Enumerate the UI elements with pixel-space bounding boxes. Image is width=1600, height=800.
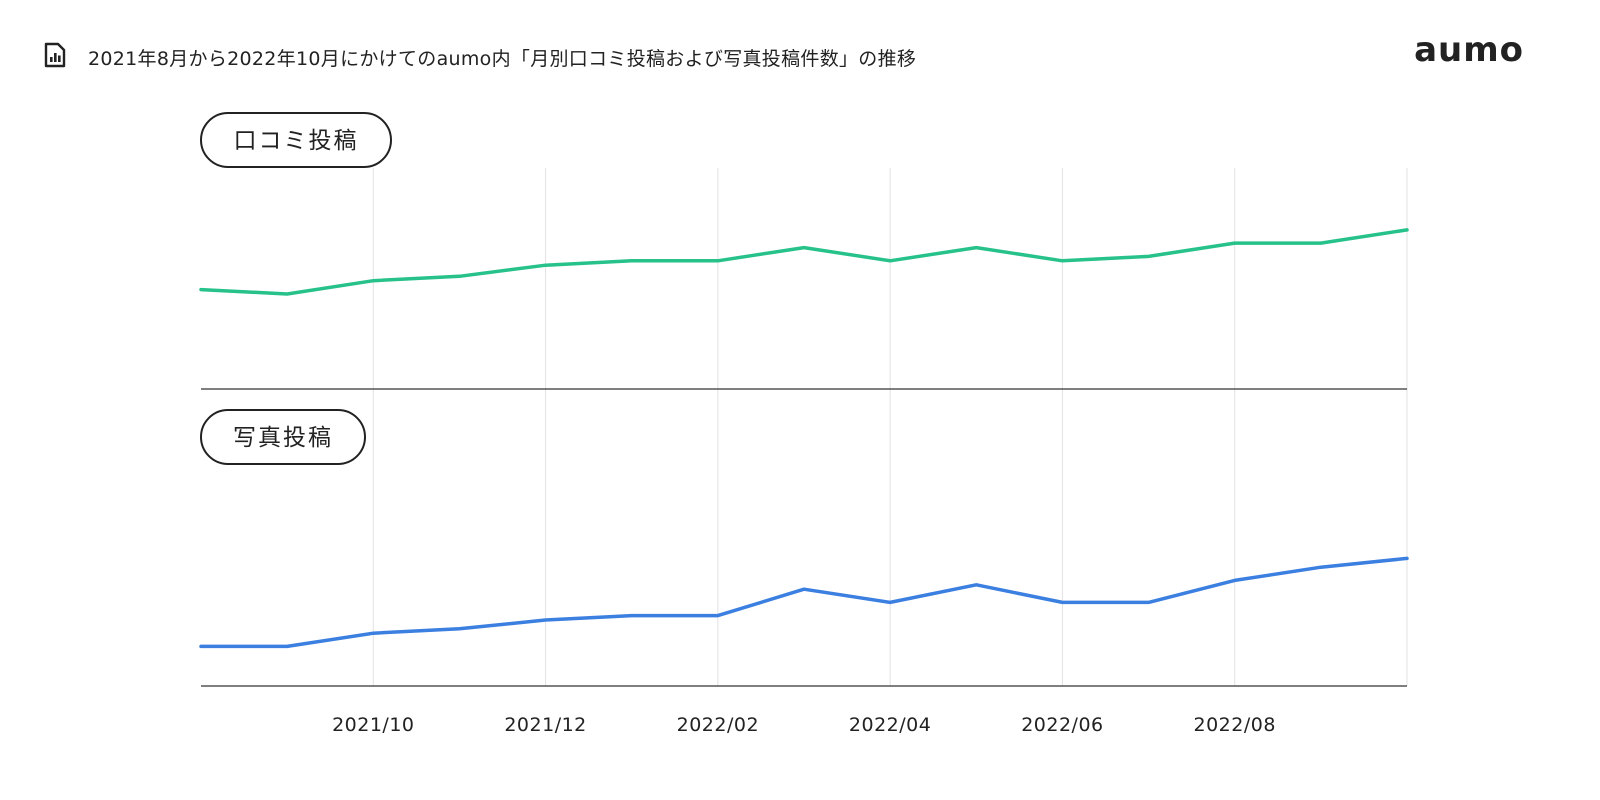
report-chart-icon [44, 42, 66, 68]
series-line-photos [199, 556, 1409, 649]
brand-logo: aumo [1414, 30, 1524, 70]
panel-label-photos: 写真投稿 [233, 425, 333, 451]
x-tick-label-2021-10: 2021/10 [332, 714, 414, 736]
page-title: 2021年8月から2022年10月にかけてのaumo内「月別口コミ投稿および写真… [88, 48, 917, 70]
panel-label-reviews: 口コミ投稿 [234, 128, 359, 154]
x-tick-label-2022-08: 2022/08 [1193, 714, 1275, 736]
x-tick-label-2022-06: 2022/06 [1021, 714, 1103, 736]
panel-label-pill-1 [200, 112, 392, 168]
series-line-reviews [199, 228, 1409, 296]
panel-label-pill-2 [200, 409, 366, 465]
x-tick-label-2022-02: 2022/02 [677, 714, 759, 736]
x-tick-label-2022-04: 2022/04 [849, 714, 931, 736]
x-tick-label-2021-12: 2021/12 [504, 714, 586, 736]
